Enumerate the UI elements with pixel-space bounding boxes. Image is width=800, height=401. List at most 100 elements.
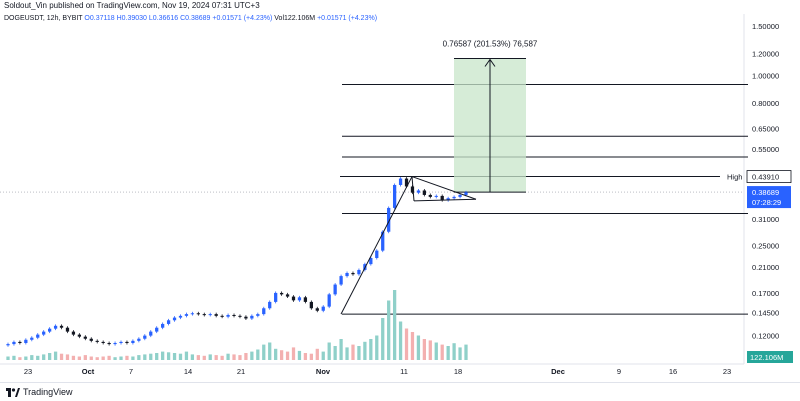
volume-bar [452,343,456,360]
volume-bar [89,356,93,360]
price-tick-label: 0.55000 [752,145,779,154]
volume-bar [166,352,171,360]
volume-bar [6,356,10,360]
volume-bar [83,355,87,360]
candle-body [309,301,313,309]
candle-body [53,325,58,329]
candle-body [42,331,46,335]
candle-body [149,331,153,336]
volume-bar [131,356,135,360]
high-badge-value: 0.43910 [752,173,779,182]
candle-body [250,315,254,319]
volume-bar [327,342,331,360]
price-tick-label: 1.50000 [752,22,779,31]
time-tick-label: Nov [316,367,331,376]
volume-bar [369,339,373,360]
price-tick-label: 0.65000 [752,124,779,133]
projection-label: 0.76587 (201.53%) 76,587 [443,39,538,48]
candle-body [452,196,456,199]
volume-bar [155,353,159,360]
volume-bar [256,349,260,360]
candle-body [285,294,290,297]
projection-arrow-head [484,58,496,67]
price-chart[interactable]: 0.76587 (201.53%) 76,587 1.50000 1.20000 1… [0,0,800,382]
time-tick-label: 16 [669,367,677,376]
volume-bar [440,344,444,360]
candle-body [416,190,421,193]
volume-bar [404,328,409,360]
candle-body [392,184,397,208]
volume-bar [119,356,123,360]
candle-body [178,315,183,318]
time-tick-label: 23 [24,367,32,376]
candle-body [428,194,432,197]
candle-body [398,178,403,185]
volume-bar [36,355,40,360]
price-tick-label: 0.14500 [752,308,779,317]
candle-body [214,314,218,316]
volume-bar [190,354,195,360]
candle-body [410,186,415,193]
high-badge [746,170,792,183]
volume-bar [381,318,385,360]
time-tick-label: 9 [617,367,621,376]
volume-bar [232,354,236,360]
candle-body [381,231,385,251]
high-label: High [727,173,742,182]
volume-bar [18,357,22,360]
candle-body [256,314,260,316]
candle-body [131,340,135,343]
volume-bar [143,354,147,360]
candle-body [166,320,171,324]
time-tick-label: 18 [454,367,462,376]
candle-body [208,314,212,316]
triangle-lower-line [413,198,477,202]
volume-bar [410,332,415,360]
candle-body [274,292,278,302]
volume-bar [333,346,337,360]
legend-change: +0.01571 (+4.23%) [212,15,273,22]
volume-bar [268,342,272,360]
candle-body [65,327,70,332]
volume-badge-value: 122.106M [750,353,783,362]
candle-body [113,342,117,345]
volume-bar [375,335,379,360]
volume-bar [12,355,16,360]
price-badge-value: 0.38689 [752,188,779,197]
volume-bar [428,340,432,360]
volume-bar [291,347,296,360]
candle-body [119,341,123,343]
volume-bar [107,355,111,360]
volume-bar [196,355,200,360]
time-tick-label: 23 [723,367,731,376]
volume-bar [184,351,189,360]
volume-bar [285,351,290,360]
volume-bar [464,344,468,360]
tradingview-logo[interactable]: TradingView [6,387,73,397]
volume-bar [363,341,367,360]
candle-body [137,338,141,341]
time-tick-label: 11 [400,367,408,376]
candle-body [6,344,10,346]
candle-body [262,308,266,315]
legend-symbol: DOGEUSDT, 12h, BYBIT [4,15,83,22]
candle-body [422,190,426,195]
volume-bar [434,342,438,360]
volume-bar [226,353,230,360]
volume-bar [274,348,278,360]
candle-body [434,195,438,197]
candle-body [226,314,230,317]
volume-bar [357,346,361,360]
candle-body [83,336,87,339]
volume-bar [113,357,117,360]
price-tick-label: 0.12000 [752,332,779,341]
volume-bar [77,356,82,360]
candle-body [321,306,325,311]
price-tick-label: 0.25000 [752,242,779,251]
candle-body [125,341,129,343]
volume-bar [149,353,153,360]
candle-body [107,342,111,345]
candle-body [351,272,355,275]
candle-body [190,313,195,315]
volume-bar [392,290,397,360]
